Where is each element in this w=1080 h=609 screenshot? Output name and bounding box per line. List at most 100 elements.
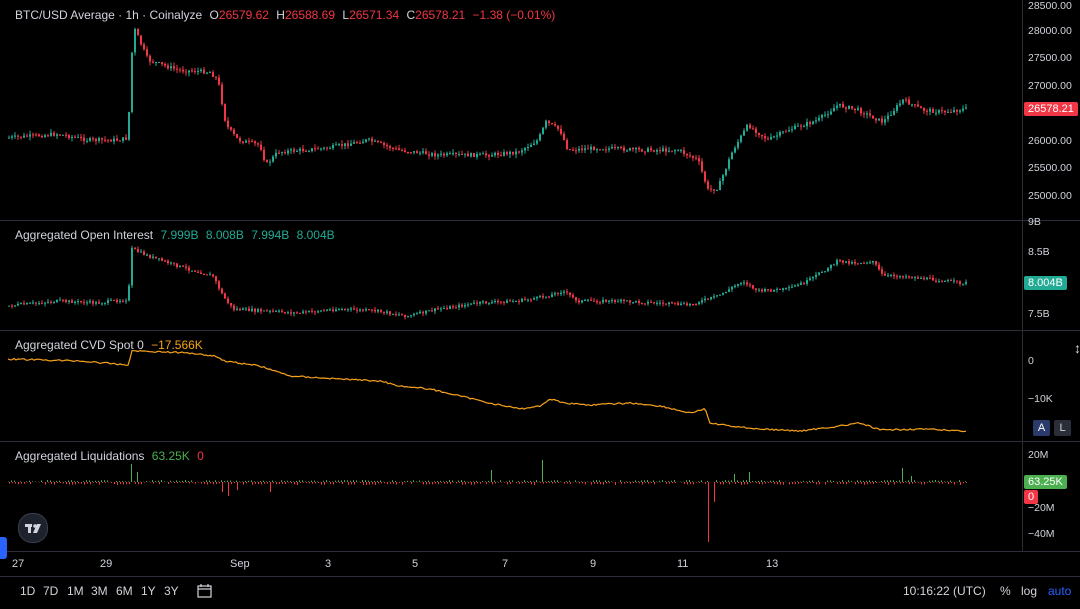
range-button-1m[interactable]: 1M [67, 584, 84, 598]
liq-long-bar [674, 480, 675, 482]
liq-long-bar [896, 481, 897, 482]
candle [50, 302, 52, 303]
candle [536, 140, 538, 143]
candle [644, 303, 646, 304]
candle [665, 148, 667, 151]
candle [965, 108, 967, 109]
candle [470, 303, 472, 304]
candle [335, 309, 337, 311]
candle [107, 140, 109, 141]
liq-long-bar [686, 480, 687, 482]
percent-toggle[interactable]: % [1000, 584, 1011, 598]
tradingview-logo-icon[interactable] [18, 513, 48, 543]
liq-long-bar [533, 481, 534, 482]
candle [710, 297, 712, 299]
auto-toggle[interactable]: auto [1048, 584, 1071, 598]
sidebar-toggle-handle[interactable] [0, 537, 7, 559]
liq-long-bar [329, 481, 330, 482]
utc-clock[interactable]: 10:16:22 (UTC) [903, 584, 986, 598]
candle [293, 312, 295, 313]
liq-short-bar [255, 482, 256, 484]
calendar-range-icon[interactable] [196, 583, 214, 599]
range-button-1y[interactable]: 1Y [141, 584, 156, 598]
candle [680, 304, 682, 305]
candle [23, 136, 25, 138]
candle [407, 152, 409, 153]
liq-short-bar [627, 482, 628, 483]
candle [896, 276, 898, 277]
range-button-3m[interactable]: 3M [91, 584, 108, 598]
candle [887, 275, 889, 276]
candle [890, 115, 892, 116]
liq-long-bar [185, 480, 186, 482]
candle [44, 303, 46, 304]
candle [350, 144, 352, 146]
liq-short-bar [738, 482, 739, 483]
liq-long-bar [461, 480, 462, 482]
candle [632, 302, 634, 303]
range-button-1d[interactable]: 1D [20, 584, 35, 598]
candle [488, 303, 490, 304]
liq-long-bar [92, 481, 93, 482]
oi-axis-tick: 7.5B [1028, 308, 1050, 320]
liq-short-bar [654, 482, 655, 484]
liq-long-bar [833, 481, 834, 482]
oi-axis-tick: 9B [1028, 216, 1041, 228]
log-toggle[interactable]: log [1021, 584, 1037, 598]
candle [413, 314, 415, 315]
candle [392, 314, 394, 315]
liq-long-bar [395, 481, 396, 482]
price-axis-tick: 27000.00 [1028, 80, 1072, 92]
candle [236, 134, 238, 138]
liq-short-bar [60, 482, 61, 483]
candle [761, 135, 763, 136]
liq-long-bar [500, 480, 501, 482]
liq-short-bar [183, 482, 184, 483]
range-button-7d[interactable]: 7D [43, 584, 58, 598]
cvd-line[interactable] [0, 331, 1022, 441]
candle [332, 145, 334, 148]
time-axis-label: Sep [230, 558, 250, 570]
liq-long-bar [494, 481, 495, 482]
liq-long-bar [635, 480, 636, 482]
liq-short-bar [447, 482, 448, 484]
candle [104, 303, 106, 304]
candle [449, 306, 451, 309]
candle [143, 252, 145, 256]
liq-long-bar [14, 481, 15, 482]
range-button-6m[interactable]: 6M [116, 584, 133, 598]
liq-long-tag: 63.25K [1024, 475, 1067, 489]
liq-long-bar [641, 480, 642, 482]
log-scale-button[interactable]: L [1054, 420, 1071, 436]
cvd-axis-tick: 0 [1028, 355, 1034, 367]
range-button-3y[interactable]: 3Y [164, 584, 179, 598]
candle [821, 115, 823, 118]
liq-long-bar [659, 481, 660, 482]
liq-short-bar [717, 482, 718, 483]
auto-scale-button[interactable]: A [1033, 420, 1050, 436]
candle [299, 149, 301, 151]
liq-long-bar [230, 480, 231, 482]
candle [626, 300, 628, 301]
liq-short-bar [582, 482, 583, 483]
liq-long-bar [158, 481, 159, 482]
candle [884, 119, 886, 122]
liq-short-bar [324, 482, 325, 485]
price-candles[interactable] [0, 0, 1022, 220]
liq-short-bar [195, 482, 196, 484]
liq-long-bar [701, 480, 702, 482]
resize-arrow-icon[interactable]: ↕ [1074, 340, 1080, 356]
liq-short-bar [939, 482, 940, 483]
candle [92, 301, 94, 304]
candle [941, 281, 943, 282]
oi-candles[interactable] [0, 221, 1022, 331]
candle [794, 286, 796, 287]
liq-long-bar [743, 480, 744, 482]
liq-short-bar [444, 482, 445, 484]
candle [473, 153, 475, 157]
liq-short-bar [546, 482, 547, 483]
candle [575, 297, 577, 300]
liq-short-bar [951, 482, 952, 483]
candle [719, 295, 721, 296]
liq-bars[interactable] [0, 442, 1022, 552]
